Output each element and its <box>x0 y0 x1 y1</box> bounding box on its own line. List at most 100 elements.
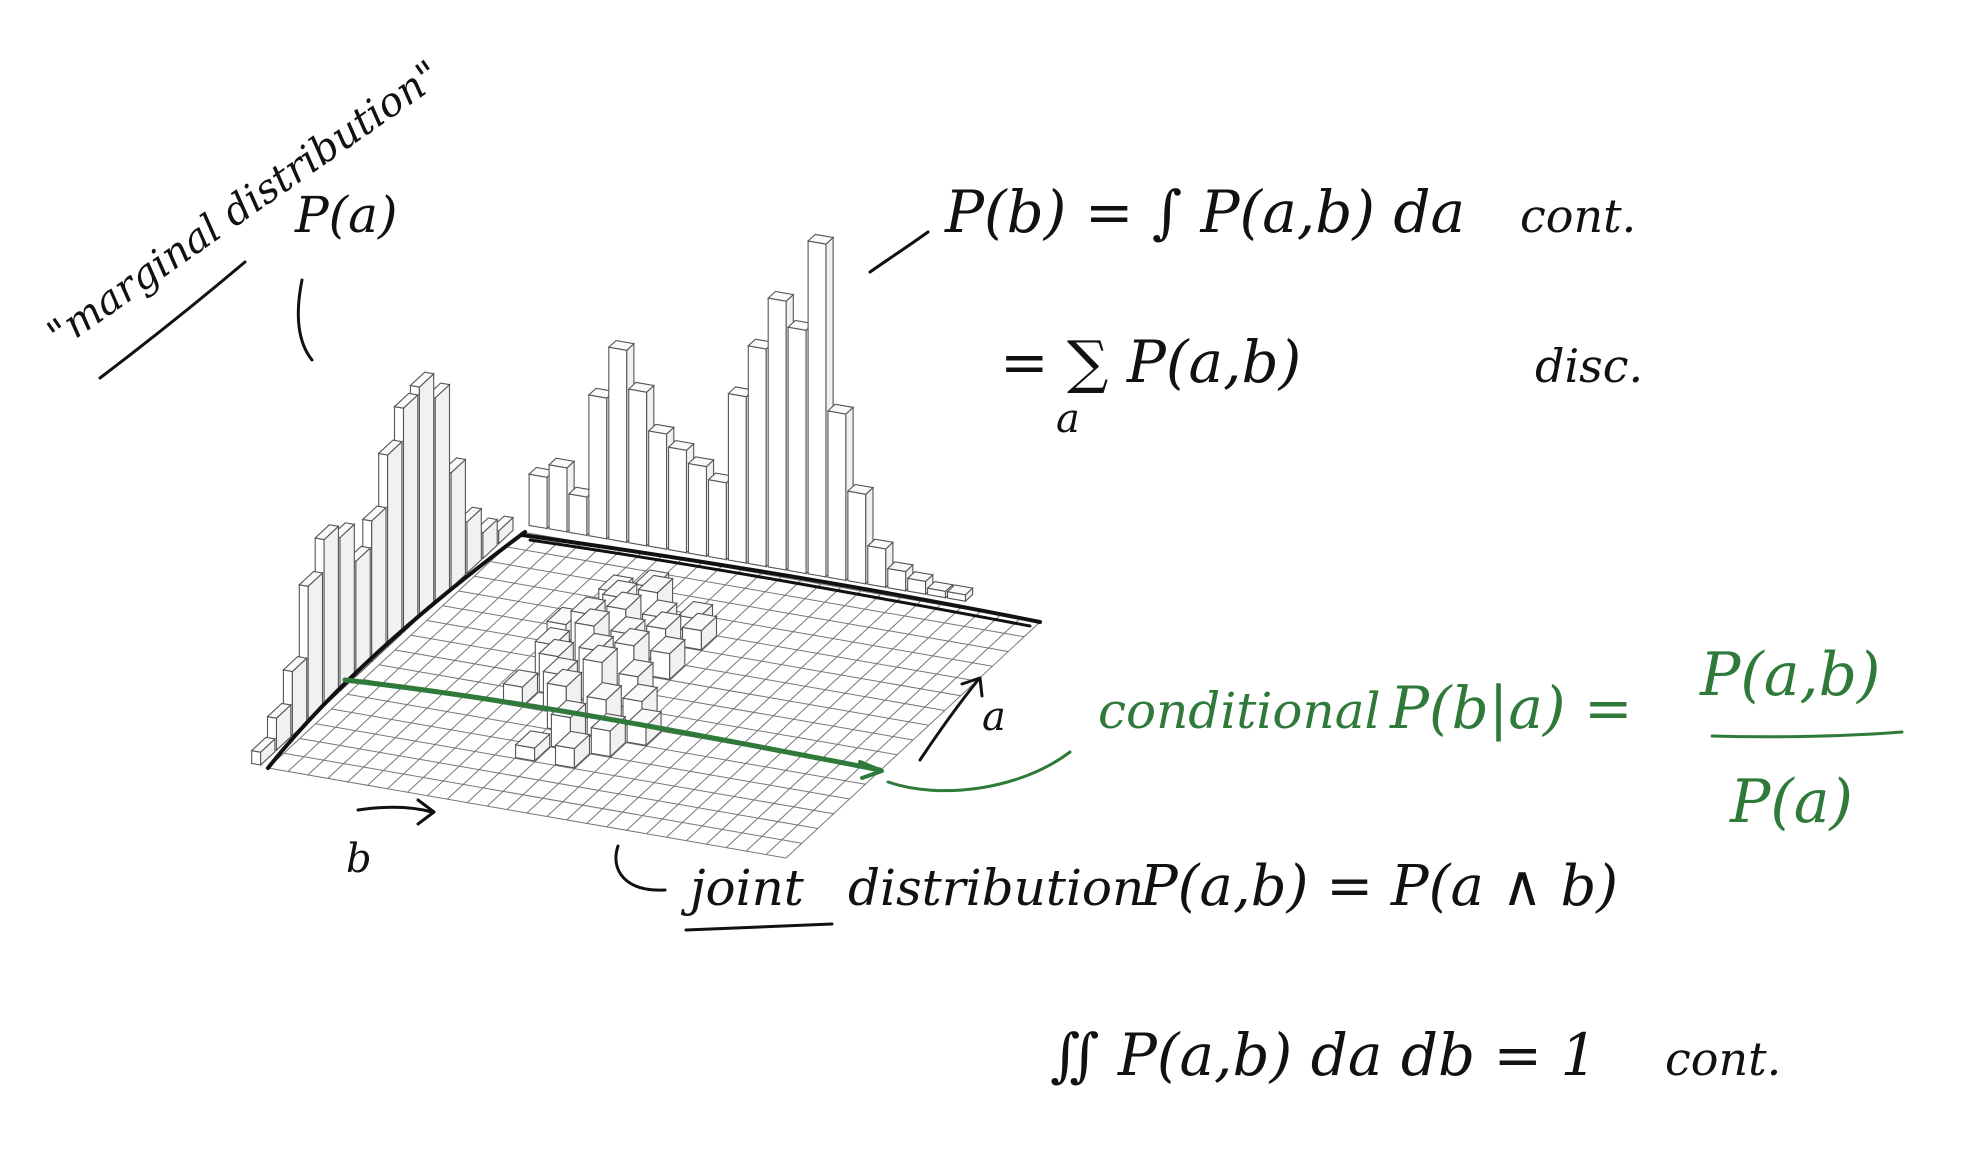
grid-line-b <box>586 587 842 824</box>
marginal-b-bar-top-face <box>926 581 954 592</box>
marginal-b-bar-front-face <box>648 430 668 550</box>
joint-bar-top-face <box>681 612 718 632</box>
conditional-lhs: P(b|a) = <box>1389 674 1633 742</box>
marginal-b-bar-front-face <box>867 545 887 588</box>
grid-line-b <box>686 604 941 842</box>
marginal-a-bar-side-face <box>323 525 339 708</box>
joint-bar-top-face <box>637 574 674 594</box>
normalization-formula: ∬ P(a,b) da db = 1 <box>1050 1021 1597 1089</box>
marginal-b-bar-top-face <box>567 486 596 498</box>
marginal-b-bar-front-face <box>847 490 867 585</box>
marginal-a-bar-side-face <box>387 440 403 649</box>
joint-bar-top-face <box>582 644 619 664</box>
joint-rest: distribution <box>848 859 1144 917</box>
disc-label: disc. <box>1535 339 1643 393</box>
grid-line-b <box>606 590 862 828</box>
b-axis-stroke <box>520 533 1042 624</box>
sum-index-a: a <box>1056 396 1080 442</box>
grid-line-b <box>307 538 563 776</box>
grid-line-b <box>626 593 881 831</box>
joint-pointer <box>614 844 667 892</box>
joint-bar-top-face <box>621 683 659 703</box>
fraction-bar <box>1710 730 1904 739</box>
pb-sum-formula: = ∑ P(a,b) <box>1000 328 1301 396</box>
marginal-b-bar-top-face <box>906 571 934 582</box>
marginal-a-bar-side-face <box>434 383 451 604</box>
joint-bar <box>514 730 551 763</box>
grid-line-b <box>785 621 1041 859</box>
joint-distribution-3d-histogram <box>250 233 1041 859</box>
grid-line-b <box>666 600 921 838</box>
joint-bar-front-face <box>590 727 611 758</box>
marginal-b-bar <box>946 584 974 603</box>
marginal-b-bar-top-face <box>727 386 755 398</box>
cont-label-2: cont. <box>1665 1032 1781 1086</box>
marginal-b-bar-front-face <box>548 464 568 533</box>
marginal-b-bar <box>906 571 934 596</box>
grid-line-b <box>347 545 603 783</box>
marginal-pointer <box>296 278 314 362</box>
joint-bar-top-face <box>546 668 583 688</box>
grid-line-b <box>725 611 981 848</box>
joint-bar-top-face <box>586 682 623 701</box>
grid-line-b <box>546 580 802 817</box>
joint-underline <box>684 922 834 932</box>
marginal-b-bar-top-face <box>846 483 875 495</box>
conditional-pointer <box>886 750 1072 793</box>
joint-word: joint <box>680 859 805 917</box>
marginal-b-bar-front-face <box>767 297 787 571</box>
a-axis-arrow <box>918 676 984 762</box>
marginal-b-bar-front-face <box>568 493 588 537</box>
marginal-b-bar-top-face <box>687 456 715 468</box>
marginal-a-bar-top-face <box>377 439 404 456</box>
marginal-b-bar-front-face <box>668 446 688 554</box>
marginal-a-bar-top-face <box>361 505 388 522</box>
marginal-b-bar-top-face <box>627 381 655 393</box>
grid-line-b <box>646 597 901 835</box>
marginal-b-bar-front-face <box>887 567 907 592</box>
marginal-a-bar-side-face <box>402 393 419 634</box>
marginal-b-bar-top-face <box>886 561 914 573</box>
joint-formula: P(a,b) = P(a ∧ b) <box>1139 854 1618 919</box>
joint-bar-top-face <box>554 730 591 750</box>
marginal-b-bar <box>547 457 576 534</box>
marginal-a-bar-side-face <box>418 372 435 619</box>
marginal-a-bar-side-face <box>355 546 371 678</box>
marginal-a-bar-top-face <box>409 371 435 388</box>
conditional-denominator: P(a) <box>1729 767 1853 837</box>
pb-integral-formula: P(b) = ∫ P(a,b) da <box>944 178 1465 246</box>
grid-line-b <box>705 607 961 845</box>
marginal-b-bar-top-face <box>607 340 636 351</box>
joint-bar-top-face <box>617 658 655 678</box>
marginal-b-bar-front-face <box>807 240 827 578</box>
b-axis-stroke-2 <box>528 538 1032 628</box>
marginal-a-bar-top-face <box>314 524 340 541</box>
marginal-a-bar-top-face <box>266 702 292 719</box>
marginal-a-bar-side-face <box>450 458 466 590</box>
grid-line-b <box>566 583 822 821</box>
marginal-underline <box>98 260 247 380</box>
marginal-a-bar-side-face <box>371 506 387 663</box>
marginal-b-bar-front-face <box>528 473 548 530</box>
marginal-b-bar-top-face <box>826 403 855 415</box>
marginal-b-bar-front-face <box>628 388 648 547</box>
pb-pointer <box>868 230 930 274</box>
marginal-b-bar-top-face <box>667 440 695 451</box>
marginal-b-bar-front-face <box>588 394 608 540</box>
marginal-b-bar-top-face <box>747 338 775 350</box>
slice-arrowhead <box>858 760 884 780</box>
cont-label-1: cont. <box>1520 189 1636 243</box>
marginal-b-bar-top-face <box>767 290 795 302</box>
marginal-b-bar-top-face <box>547 457 576 469</box>
marginal-b-bar-top-face <box>806 233 835 245</box>
marginal-a-bar-top-face <box>298 570 324 587</box>
marginal-b-bar-top-face <box>707 472 735 484</box>
joint-bar-top-face <box>605 591 643 610</box>
joint-bar-top-face <box>502 669 539 688</box>
marginal-b-bar-front-face <box>608 346 628 543</box>
marginal-b-bar-top-face <box>946 584 974 596</box>
marginal-b-bar-front-face <box>727 392 747 564</box>
axis-b-label: b <box>346 836 372 882</box>
marginal-a-bar-side-face <box>307 571 324 722</box>
